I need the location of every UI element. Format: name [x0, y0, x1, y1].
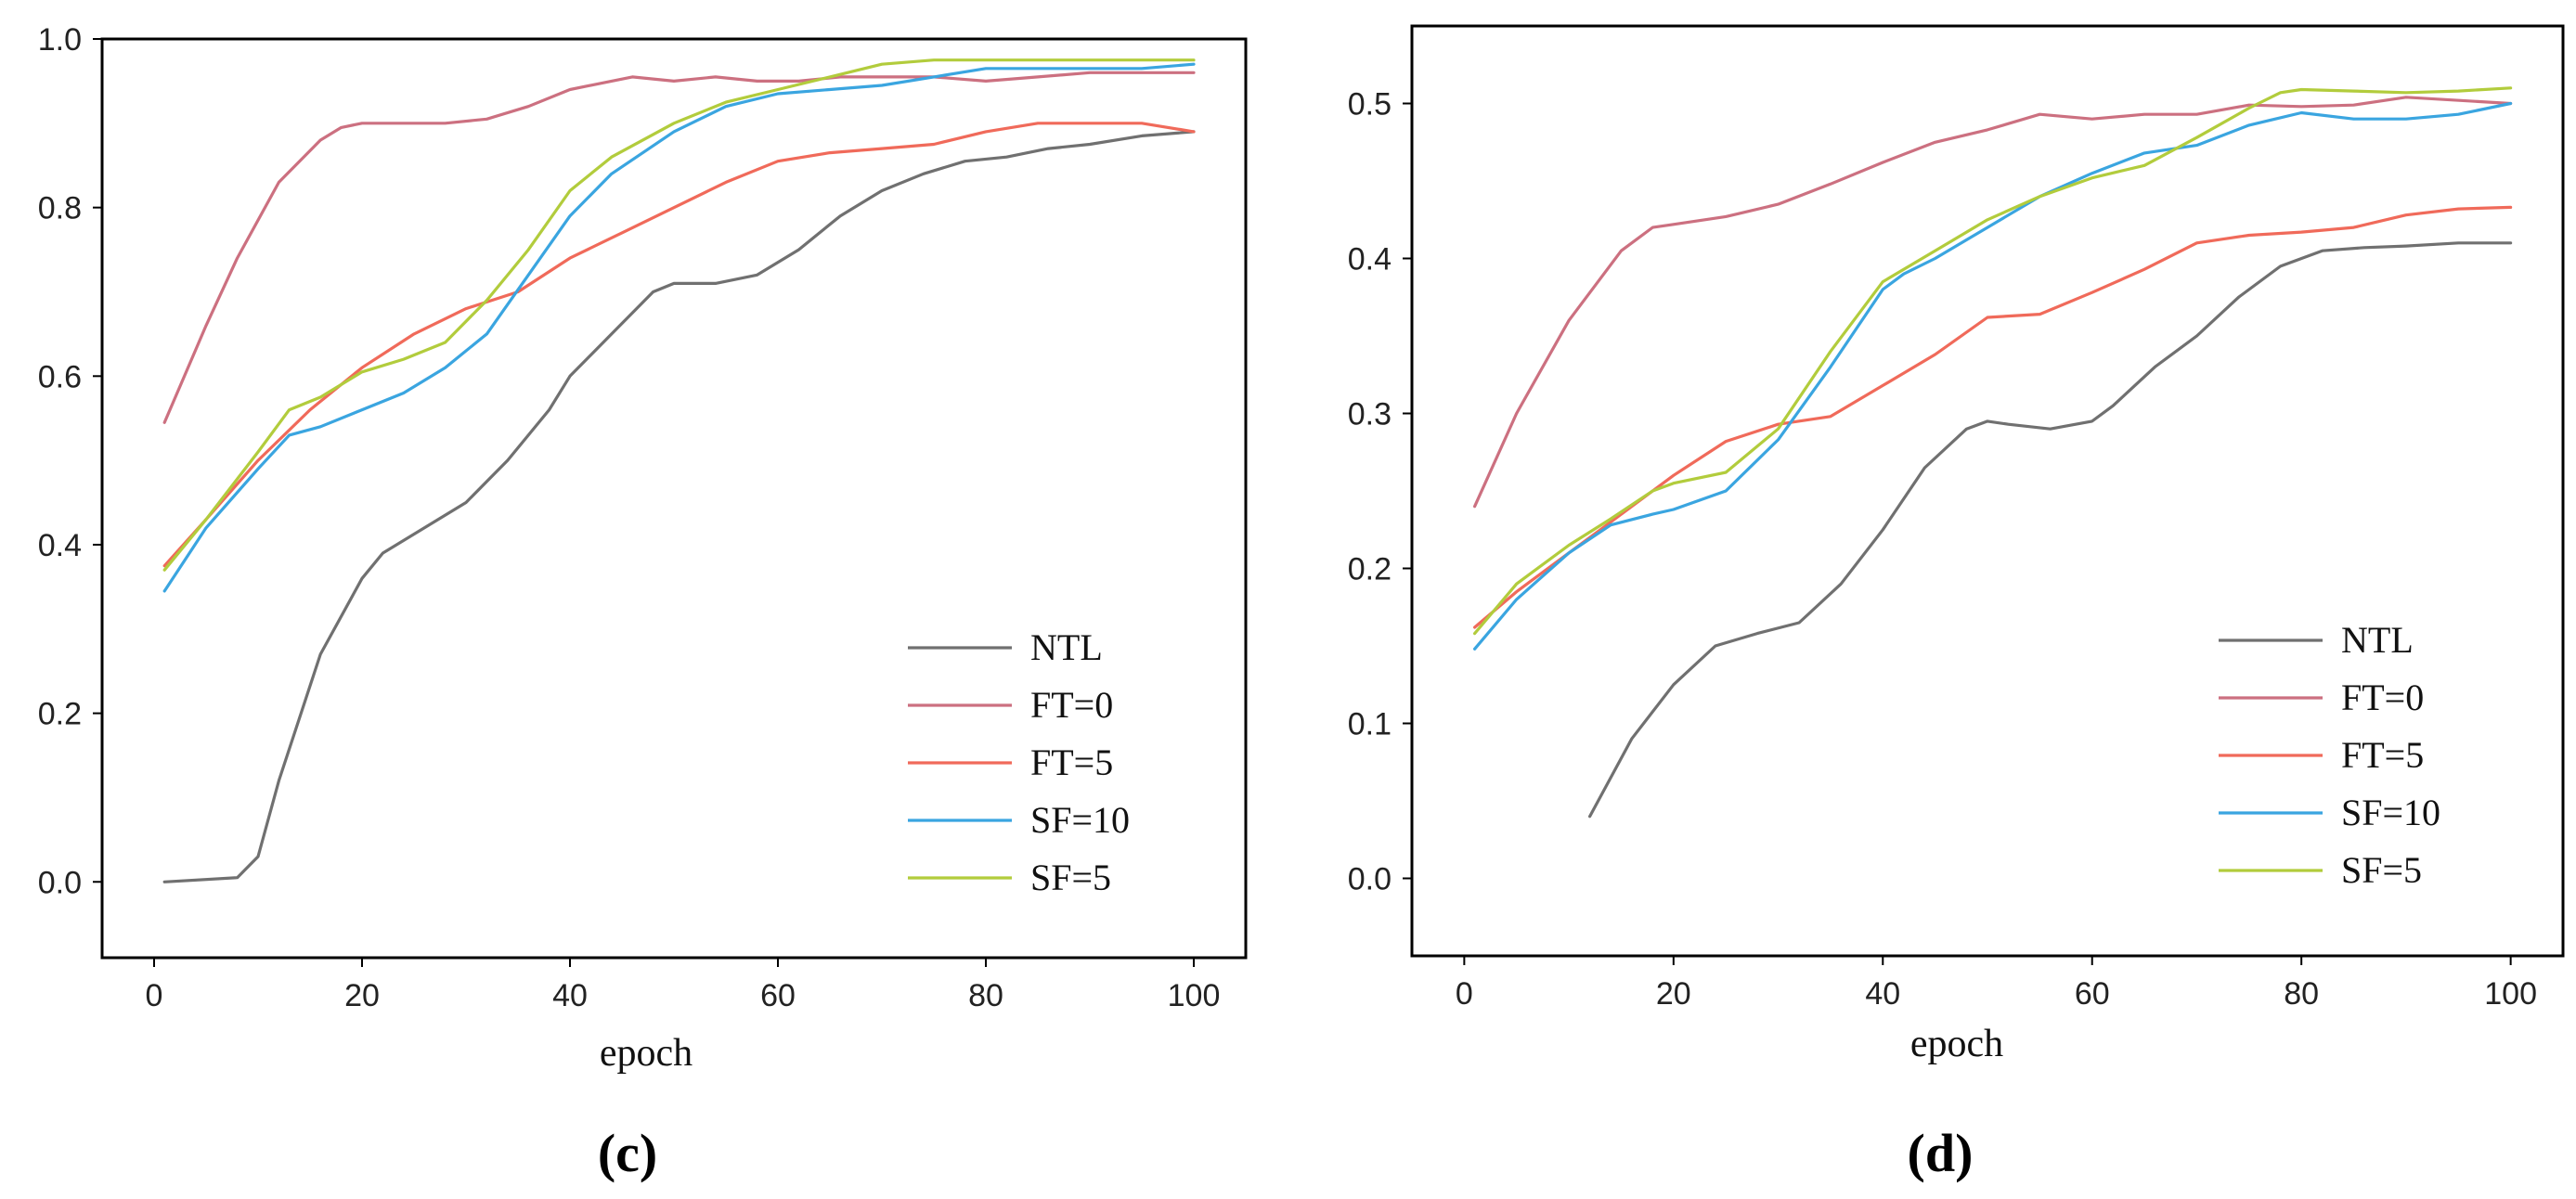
- x-tick-label: 0: [1456, 976, 1473, 1012]
- x-tick-label: 100: [2484, 976, 2537, 1012]
- series-line-sf-5: [162, 58, 1196, 572]
- legend: NTL FT=0 FT=5 SF=10 SF=5: [908, 626, 1130, 898]
- y-tick-label: 0.0: [38, 865, 82, 900]
- axis-ticks: 0 20 40 60 80 100 0.0 0.1 0.2 0.3 0.4 0.5: [1348, 87, 2537, 1012]
- chart-panel-c: 0 20 40 60 80 100 0.0 0.2 0.4 0.6 0.8 1.0 NTL FT=0 FT…: [38, 22, 1248, 1183]
- series-line-sf-5: [1473, 86, 2513, 636]
- legend: NTL FT=0 FT=5 SF=10 SF=5: [2219, 619, 2440, 891]
- x-tick-label: 20: [344, 978, 380, 1013]
- series-line-sf-10: [1473, 101, 2513, 651]
- legend-label: FT=5: [2341, 734, 2424, 776]
- legend-label: FT=5: [1030, 741, 1113, 783]
- legend-label: SF=10: [2341, 792, 2440, 833]
- series-lines: [1473, 86, 2513, 819]
- x-tick-label: 20: [1656, 976, 1691, 1012]
- plot-frame: [1410, 24, 2565, 958]
- x-axis-label: epoch: [600, 1032, 693, 1075]
- x-tick-label: 60: [760, 978, 796, 1013]
- panel-label: (c): [598, 1123, 657, 1183]
- x-tick-label: 60: [2075, 976, 2110, 1012]
- x-axis-label: epoch: [1910, 1023, 2003, 1065]
- legend-label: NTL: [2341, 619, 2414, 661]
- legend-label: SF=5: [2341, 849, 2422, 891]
- legend-label: FT=0: [1030, 684, 1113, 726]
- series-line-ntl: [162, 130, 1196, 883]
- chart-panel-d: 0 20 40 60 80 100 0.0 0.1 0.2 0.3 0.4 0.5 NTL FT=0 FT…: [1348, 24, 2565, 1183]
- x-tick-label: 100: [1168, 978, 1221, 1013]
- series-lines: [162, 58, 1196, 883]
- series-line-ft-0: [1473, 96, 2513, 509]
- y-tick-label: 0.8: [38, 191, 82, 226]
- y-tick-label: 0.0: [1348, 862, 1392, 897]
- plot-frame: [100, 37, 1248, 960]
- series-line-sf-10: [162, 62, 1196, 593]
- y-tick-label: 1.0: [38, 22, 82, 58]
- y-tick-label: 0.6: [38, 359, 82, 394]
- series-line-ft-5: [162, 122, 1196, 568]
- x-tick-label: 40: [552, 978, 588, 1013]
- x-tick-label: 80: [2284, 976, 2319, 1012]
- y-tick-label: 0.5: [1348, 87, 1392, 122]
- y-tick-label: 0.1: [1348, 707, 1392, 742]
- x-tick-label: 0: [146, 978, 163, 1013]
- legend-label: SF=5: [1030, 857, 1111, 898]
- y-tick-label: 0.4: [38, 528, 82, 563]
- series-line-ft-0: [162, 71, 1196, 424]
- series-line-ntl: [1588, 241, 2513, 819]
- legend-label: SF=10: [1030, 799, 1130, 841]
- legend-label: FT=0: [2341, 677, 2424, 718]
- series-line-ft-5: [1473, 205, 2513, 629]
- y-tick-label: 0.2: [1348, 552, 1392, 587]
- x-tick-label: 40: [1865, 976, 1900, 1012]
- y-tick-label: 0.3: [1348, 397, 1392, 432]
- x-tick-label: 80: [968, 978, 1003, 1013]
- y-tick-label: 0.2: [38, 697, 82, 732]
- panel-label: (d): [1908, 1123, 1974, 1183]
- axis-ticks: 0 20 40 60 80 100 0.0 0.2 0.4 0.6 0.8 1.0: [38, 22, 1221, 1013]
- y-tick-label: 0.4: [1348, 242, 1392, 277]
- legend-label: NTL: [1030, 626, 1103, 668]
